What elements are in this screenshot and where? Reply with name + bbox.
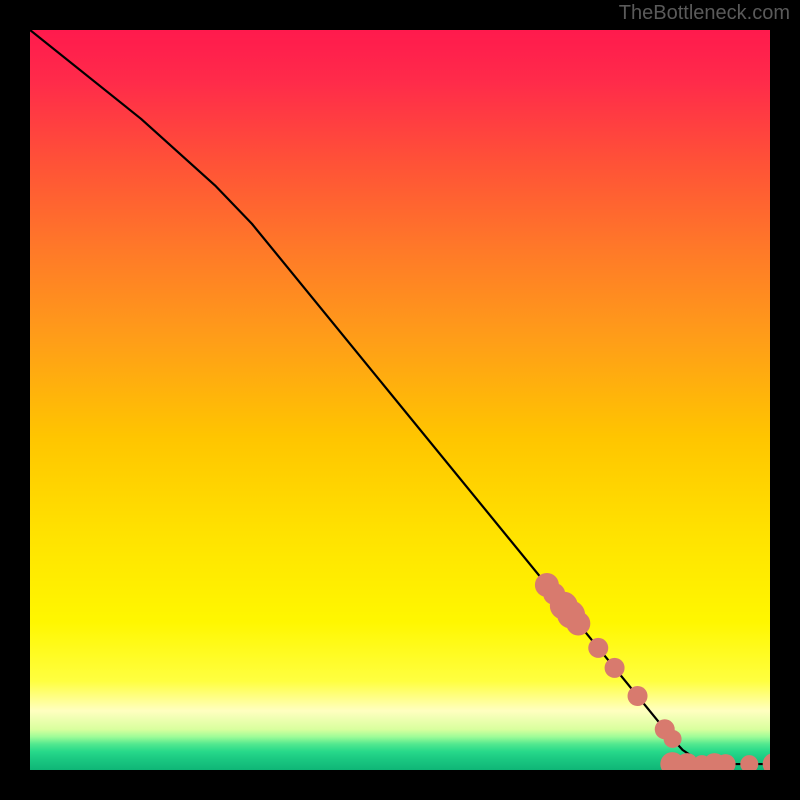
curve-marker	[716, 754, 736, 774]
chart-container: TheBottleneck.com	[0, 0, 800, 800]
curve-marker	[628, 686, 648, 706]
curve-marker	[588, 638, 608, 658]
curve-marker	[740, 755, 758, 773]
curve-marker	[566, 611, 590, 635]
bottleneck-chart	[0, 0, 800, 800]
curve-marker	[605, 658, 625, 678]
plot-background-gradient	[30, 30, 770, 770]
curve-marker	[763, 753, 785, 775]
curve-marker	[664, 730, 682, 748]
watermark-text: TheBottleneck.com	[619, 2, 790, 25]
